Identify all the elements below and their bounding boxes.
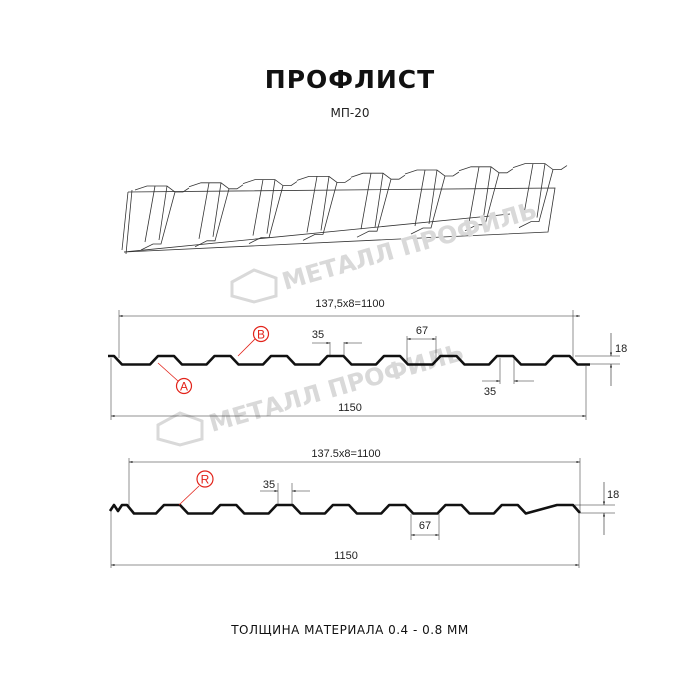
page-subtitle: МП-20 xyxy=(331,106,370,120)
dimension-width: 1150 xyxy=(338,402,362,414)
dimension-pitch: 137,5x8=1100 xyxy=(315,298,384,310)
callout-b xyxy=(252,325,270,343)
callout-a-label: A xyxy=(180,380,188,394)
dimension-rib-gap: 67 xyxy=(416,325,428,337)
callout-r xyxy=(196,470,214,488)
callout-r-label: R xyxy=(201,473,210,487)
dimension-height: 18 xyxy=(615,343,627,355)
callout-a xyxy=(175,377,193,395)
dimension-rib-top: 35 xyxy=(263,479,275,491)
watermark-logo: МЕТАЛЛ ПРОФИЛЬ xyxy=(156,338,467,447)
dimension-rib-gap: 67 xyxy=(419,520,431,532)
profile-line xyxy=(108,354,590,366)
material-thickness-note: ТОЛЩИНА МАТЕРИАЛА 0.4 - 0.8 ММ xyxy=(230,623,469,637)
callout-b-label: B xyxy=(257,328,265,342)
profile-drawing-1: 137,5x8=1100 1150 35 67 35 18 B xyxy=(108,298,627,420)
dimension-rib-top: 35 xyxy=(312,329,324,341)
dimension-height: 18 xyxy=(607,489,619,501)
dimension-width: 1150 xyxy=(334,550,358,562)
dimension-rib-bottom: 35 xyxy=(484,386,496,398)
dimension-pitch: 137.5x8=1100 xyxy=(311,448,380,460)
watermark-text: МЕТАЛЛ ПРОФИЛЬ xyxy=(206,338,467,438)
profile-drawing-2: 137.5x8=1100 1150 35 67 18 R xyxy=(108,448,619,568)
profile-line xyxy=(108,503,581,515)
sheet-perspective-illustration xyxy=(121,163,568,255)
watermark-logo: МЕТАЛЛ ПРОФИЛЬ xyxy=(230,196,540,304)
page-title: ПРОФЛИСТ xyxy=(265,65,435,94)
watermark-text: МЕТАЛЛ ПРОФИЛЬ xyxy=(279,196,540,296)
